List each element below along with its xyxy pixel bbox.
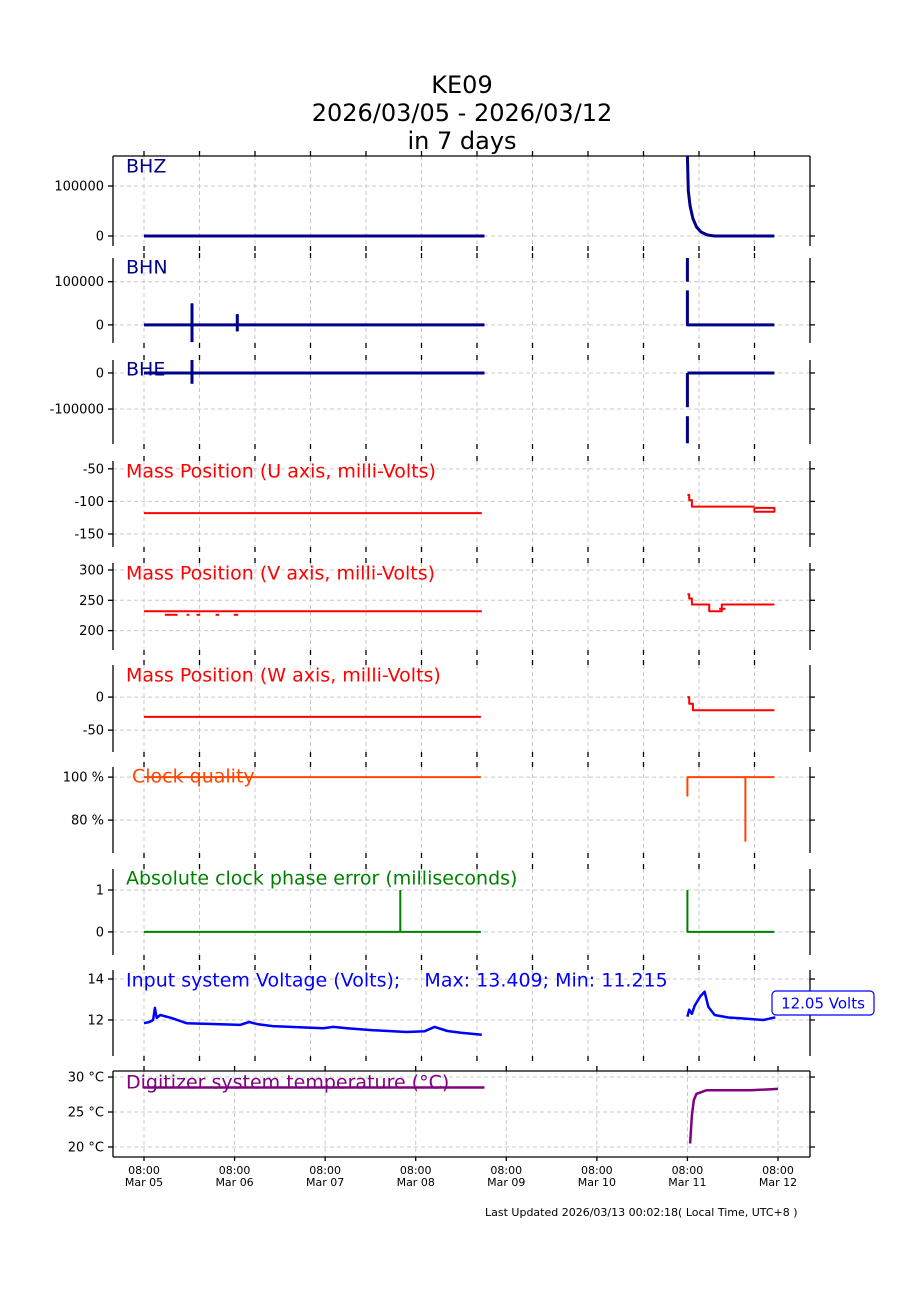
mass-u-label: Mass Position (U axis, milli-Volts) — [126, 461, 436, 483]
x-tick-date: Mar 10 — [578, 1176, 616, 1189]
y-tick-label: -100000 — [50, 403, 104, 418]
x-tick-date: Mar 08 — [397, 1176, 435, 1189]
clock-quality-series-segment — [686, 776, 775, 797]
bhn-label: BHN — [126, 257, 168, 279]
x-tick-date: Mar 06 — [215, 1176, 253, 1189]
chart-title: KE09 2026/03/05 - 2026/03/12 in 7 days — [312, 71, 613, 155]
y-tick-label: 100000 — [54, 275, 104, 290]
panel-bhz: 100000 0 BHZ — [54, 151, 815, 251]
current-voltage-badge: 12.05 Volts — [771, 990, 875, 1016]
digitizer-temperature-label: Digitizer system temperature (°C) — [126, 1072, 449, 1094]
title-date-range: 2026/03/05 - 2026/03/12 — [312, 99, 613, 127]
y-tick-label: -50 — [83, 724, 104, 739]
bhz-series-segment — [685, 155, 775, 238]
panel-bhn: 100000 0 BHN — [54, 253, 815, 348]
last-updated-footer: Last Updated 2026/03/13 00:02:18( Local … — [485, 1206, 798, 1219]
x-tick-time: 08:00 — [490, 1164, 522, 1177]
input-voltage-label: Input system Voltage (Volts); Max: 13.40… — [126, 970, 668, 992]
y-tick-label: 100 % — [63, 771, 104, 786]
mass-w-series-segment — [687, 696, 775, 712]
x-tick-date: Mar 09 — [487, 1176, 525, 1189]
y-tick-label: 100000 — [54, 180, 104, 195]
y-tick-label: 0 — [96, 691, 104, 706]
x-tick-time: 08:00 — [762, 1164, 794, 1177]
y-tick-label: 0 — [96, 230, 104, 245]
panel-clock-phase-error: 1 0 Absolute clock phase error (millisecon… — [96, 864, 815, 960]
y-tick-label: 0 — [96, 318, 104, 333]
y-tick-label: 20 °C — [68, 1140, 104, 1155]
y-tick-label: 200 — [79, 624, 104, 639]
mass-v-series-segment — [687, 593, 775, 613]
x-tick-time: 08:00 — [128, 1164, 160, 1177]
title-duration: in 7 days — [407, 127, 516, 155]
x-tick-date: Mar 11 — [668, 1176, 706, 1189]
mass-v-label: Mass Position (V axis, milli-Volts) — [126, 563, 435, 585]
input-voltage-series-segment — [143, 1006, 482, 1036]
digitizer-temperature-series-segment — [688, 1087, 779, 1144]
y-tick-label: -100 — [74, 495, 104, 510]
x-tick-date: Mar 07 — [306, 1176, 344, 1189]
y-tick-label: -150 — [74, 527, 104, 542]
y-tick-label: 30 °C — [68, 1071, 104, 1086]
bhz-label: BHZ — [126, 156, 166, 178]
y-tick-label: 1 — [96, 883, 104, 898]
y-tick-label: 0 — [96, 925, 104, 940]
panel-clock-quality: 100 % 80 % Clock quality — [63, 762, 815, 858]
panel-mass-u: -50 -100 -150 Mass Position (U axis, milli-… — [74, 456, 815, 552]
x-tick-time: 08:00 — [400, 1164, 432, 1177]
panel-mass-v: 300 250 200 Mass Position (V axis, milli-Vo… — [79, 558, 815, 655]
mass-w-label: Mass Position (W axis, milli-Volts) — [126, 665, 441, 687]
y-tick-label: 12 — [87, 1013, 104, 1028]
mass-u-series-segment — [753, 506, 776, 513]
bhe-label: BHE — [126, 359, 165, 381]
bhn-series-segment — [685, 290, 775, 327]
clock-phase-error-label: Absolute clock phase error (milliseconds… — [126, 868, 517, 890]
panel-input-voltage: 14 12 Input system Voltage (Volts); Max: 1… — [87, 965, 875, 1061]
y-tick-label: 14 — [87, 973, 104, 988]
x-tick-time: 08:00 — [581, 1164, 613, 1177]
badge-box — [771, 990, 875, 1016]
y-tick-label: 80 % — [71, 814, 104, 829]
x-tick-time: 08:00 — [219, 1164, 251, 1177]
clock-quality-label: Clock quality — [132, 766, 255, 788]
x-tick-date: Mar 05 — [125, 1176, 163, 1189]
mass-u-series-segment — [687, 493, 755, 508]
y-tick-label: 300 — [79, 563, 104, 578]
input-voltage-series-segment — [686, 990, 776, 1022]
x-tick-time: 08:00 — [672, 1164, 704, 1177]
y-tick-label: -50 — [83, 462, 104, 477]
clock-phase-error-series-segment — [686, 890, 775, 933]
panel-bhe: 0 -100000 BHE — [50, 355, 815, 449]
title-station: KE09 — [431, 71, 492, 99]
x-tick-date: Mar 12 — [759, 1176, 797, 1189]
y-tick-label: 25 °C — [68, 1106, 104, 1121]
panel-mass-w: 0 -50 Mass Position (W axis, milli-Volts) — [83, 660, 815, 757]
current-voltage-value: 12.05 Volts — [781, 995, 865, 1013]
y-tick-label: 250 — [79, 594, 104, 609]
y-tick-label: 0 — [96, 366, 104, 381]
x-tick-time: 08:00 — [309, 1164, 341, 1177]
